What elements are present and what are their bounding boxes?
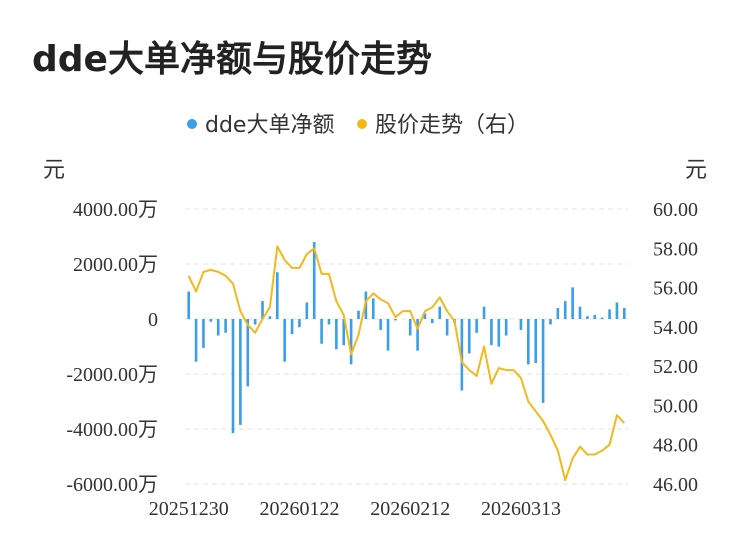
grid-lines (185, 208, 628, 485)
left-axis-ticks: 4000.00万 2000.00万 0 -2000.00万 -4000.00万 -6000… (66, 199, 158, 496)
left-tick-label: 4000.00万 (73, 199, 158, 221)
x-tick-label: 20251230 (149, 498, 229, 520)
chart-legend: dde大单净额 股价走势（右） (187, 113, 529, 138)
right-tick-label: 60.00 (653, 199, 698, 221)
right-tick-label: 58.00 (653, 238, 698, 260)
bar (519, 319, 523, 330)
right-tick-label: 52.00 (653, 356, 698, 378)
bar (615, 302, 619, 319)
bar (275, 272, 279, 319)
bar (482, 306, 486, 320)
bar (578, 306, 582, 320)
right-tick-label: 50.00 (653, 395, 698, 417)
left-tick-label: 0 (148, 309, 158, 331)
bar (527, 319, 530, 365)
bar (549, 319, 552, 325)
x-tick-label: 20260122 (259, 498, 339, 520)
bar (187, 291, 190, 319)
right-tick-label: 54.00 (653, 317, 698, 339)
bar (320, 319, 323, 344)
bar (593, 314, 597, 320)
bar (327, 319, 331, 325)
bar (431, 319, 434, 324)
bar (408, 319, 412, 336)
bar (268, 316, 272, 319)
bar (298, 319, 301, 328)
bar (305, 302, 309, 319)
bar (246, 319, 250, 387)
bar (209, 319, 213, 322)
bar (438, 306, 442, 320)
bar (541, 319, 545, 403)
bar (571, 287, 574, 320)
right-tick-label: 46.00 (653, 474, 698, 496)
bar (261, 301, 264, 320)
legend-marker-bar (187, 119, 197, 129)
bar (623, 308, 626, 319)
bar (312, 242, 316, 319)
bar (586, 316, 589, 319)
bar (357, 310, 360, 319)
bar (194, 319, 198, 362)
bar (394, 319, 397, 321)
bar-series (187, 242, 626, 434)
bar (563, 301, 567, 320)
x-tick-label: 20260212 (370, 498, 450, 520)
bar (239, 319, 242, 425)
bar (423, 313, 427, 319)
legend-label-bar: dde大单净额 (205, 113, 334, 138)
bar (283, 319, 286, 362)
bar (416, 319, 419, 351)
bar (290, 319, 294, 335)
legend-marker-line (357, 119, 367, 129)
bar (504, 319, 508, 336)
left-tick-label: 2000.00万 (73, 254, 158, 276)
left-tick-label: -6000.00万 (66, 474, 158, 496)
price-line (187, 245, 626, 482)
bar (379, 319, 382, 330)
bar (460, 319, 464, 391)
bar (224, 319, 227, 333)
bar (467, 319, 471, 354)
bar (497, 319, 501, 347)
bar (386, 319, 390, 351)
left-tick-label: -2000.00万 (66, 364, 158, 386)
bar (445, 319, 449, 336)
bar (335, 319, 338, 350)
bar (216, 319, 220, 336)
right-tick-label: 48.00 (653, 435, 698, 457)
bar (600, 317, 604, 320)
legend-label-line: 股价走势（右） (375, 113, 529, 138)
left-axis-unit: 元 (43, 158, 65, 183)
bar (490, 319, 493, 346)
right-tick-label: 56.00 (653, 278, 698, 300)
bar (556, 308, 560, 319)
left-tick-label: -4000.00万 (66, 419, 158, 441)
right-axis-unit: 元 (685, 158, 707, 183)
bar (349, 319, 353, 365)
page-title: dde大单净额与股价走势 (32, 39, 432, 80)
bar (371, 298, 375, 320)
x-axis-ticks: 20251230 20260122 20260212 20260313 (149, 498, 561, 520)
bar (534, 319, 538, 363)
line-series (187, 245, 626, 482)
bar (608, 309, 611, 320)
x-tick-label: 20260313 (481, 498, 561, 520)
right-axis-ticks: 60.00 58.00 56.00 54.00 52.00 50.00 48.00 46.00 (653, 199, 698, 496)
bar (342, 319, 346, 346)
bar (231, 319, 235, 434)
bar (475, 319, 478, 333)
bar (202, 319, 205, 348)
bar (253, 319, 257, 325)
